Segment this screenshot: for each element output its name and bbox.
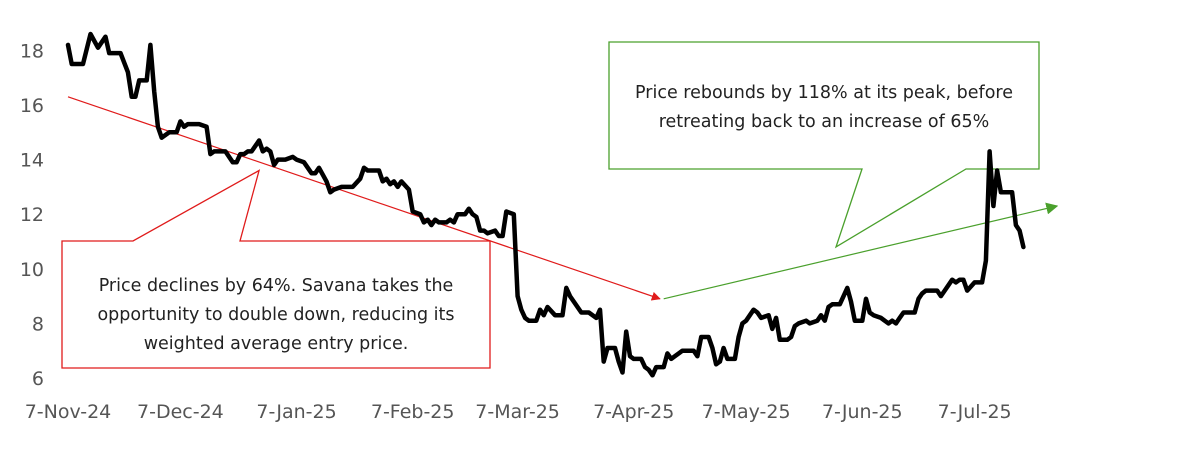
x-tick-label: 7-May-25 [702, 401, 791, 423]
x-tick-label: 7-Apr-25 [593, 401, 674, 423]
decline-callout-text-line: opportunity to double down, reducing its [97, 305, 454, 325]
x-tick-label: 7-Jan-25 [256, 401, 336, 423]
y-tick-label: 6 [32, 368, 44, 390]
x-tick-label: 7-Jul-25 [938, 401, 1012, 423]
decline-callout-box [61, 169, 491, 369]
x-tick-label: 7-Jun-25 [822, 401, 903, 423]
rebound-trend-arrow [663, 202, 1059, 300]
y-axis-ticks: 6 8 10 12 14 16 18 [20, 40, 44, 390]
x-tick-label: 7-Nov-24 [25, 401, 112, 423]
y-tick-label: 12 [20, 204, 44, 226]
y-tick-label: 8 [32, 313, 44, 335]
decline-callout-text-line: Price declines by 64%. Savana takes the [99, 276, 454, 296]
x-axis-ticks: 7-Nov-24 7-Dec-24 7-Jan-25 7-Feb-25 7-Mar-25… [25, 401, 1012, 423]
decline-trend-arrow [67, 96, 661, 301]
price-series-line [65, 31, 1026, 378]
rebound-callout-box [608, 41, 1040, 249]
x-tick-label: 7-Feb-25 [371, 401, 455, 423]
decline-callout-text-line: weighted average entry price. [144, 334, 409, 354]
rebound-callout-text-line: retreating back to an increase of 65% [659, 112, 990, 132]
y-tick-label: 10 [20, 259, 44, 281]
annotation-callouts: Price declines by 64%. Savana takes the o… [61, 41, 1040, 369]
x-tick-label: 7-Mar-25 [475, 401, 560, 423]
rebound-callout-text-line: Price rebounds by 118% at its peak, befo… [635, 83, 1013, 103]
y-tick-label: 14 [20, 150, 44, 172]
trendlines [67, 96, 1059, 301]
y-tick-label: 18 [20, 40, 44, 62]
x-tick-label: 7-Dec-24 [137, 401, 224, 423]
y-tick-label: 16 [20, 95, 44, 117]
